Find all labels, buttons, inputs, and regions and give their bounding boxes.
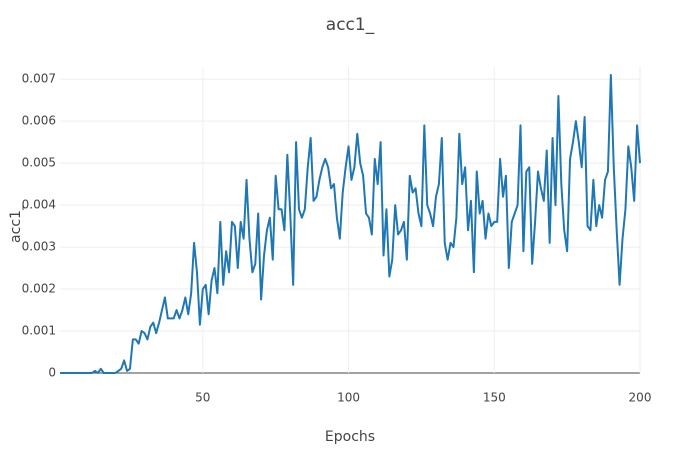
y-tick-label: 0.003 — [22, 240, 56, 254]
y-tick-label: 0.005 — [22, 156, 56, 170]
y-tick-label: 0.006 — [22, 114, 56, 128]
y-tick-label: 0.007 — [22, 72, 56, 86]
y-axis-title: acc1_ — [8, 202, 24, 243]
x-tick-label: 200 — [629, 391, 652, 405]
x-tick-label: 100 — [337, 391, 360, 405]
y-tick-label: 0.004 — [22, 198, 56, 212]
x-tick-label: 50 — [195, 391, 210, 405]
y-tick-label: 0 — [48, 366, 56, 380]
y-tick-label: 0.001 — [22, 324, 56, 338]
x-axis-title: Epochs — [325, 429, 375, 445]
x-tick-label: 150 — [483, 391, 506, 405]
chart-title: acc1_ — [326, 15, 375, 35]
data-line — [60, 73, 641, 374]
y-tick-label: 0.002 — [22, 282, 56, 296]
